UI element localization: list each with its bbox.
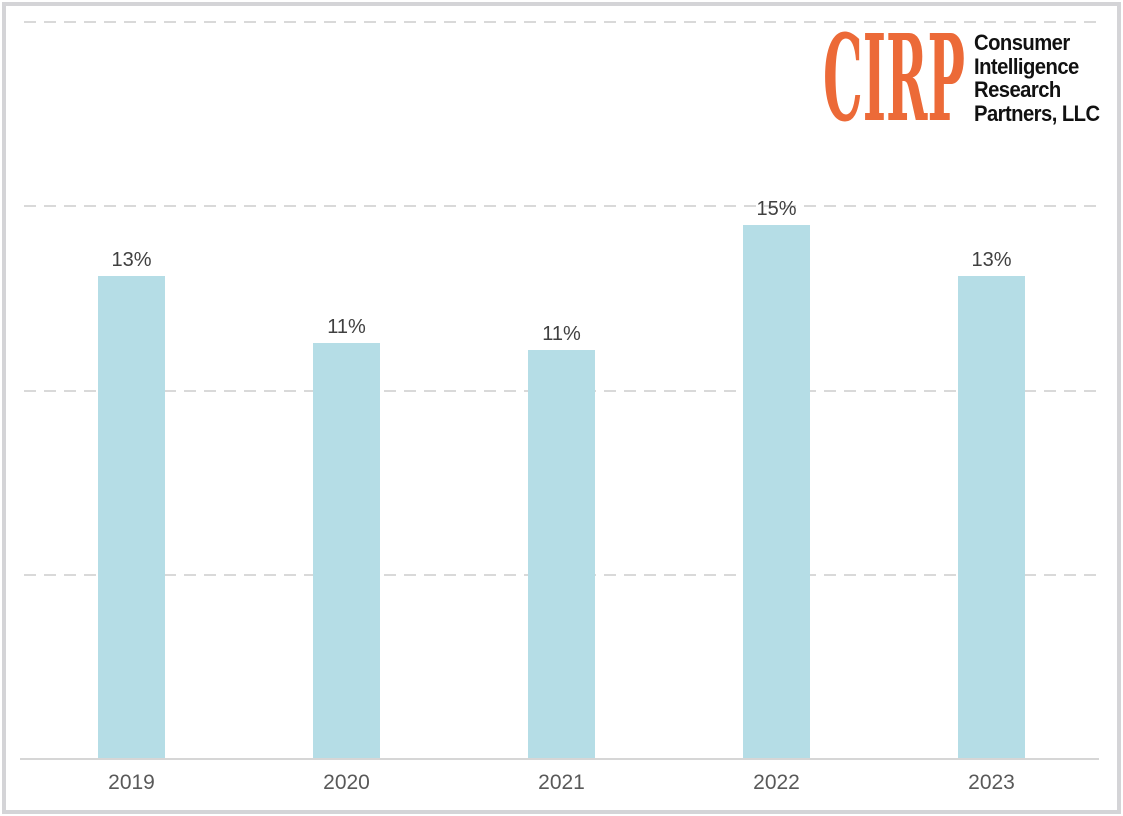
bar-slot-2019: 13% [24,22,239,759]
bar-slot-2022: 15% [669,22,884,759]
x-axis-label-2020: 2020 [323,771,370,794]
plot-area: 13% 11% 11% 15% 13% [20,21,1099,760]
data-label-2021: 11% [542,322,581,345]
gridline-20pct [24,21,1099,23]
data-label-2022: 15% [756,197,797,220]
data-label-2023: 13% [971,249,1012,272]
x-axis-label-2023: 2023 [968,771,1015,794]
x-axis-label-2022: 2022 [753,771,800,794]
cirp-logo: CIRP Consumer Intelligence Research Part… [823,31,1110,125]
gridline-15pct [24,205,1099,208]
bar-2023: 13% [958,249,1025,759]
bar-2021: 11% [528,323,595,759]
data-label-2019: 13% [111,249,152,272]
logo-text-line: Intelligence [973,53,1079,79]
bar-slot-2020: 11% [239,22,454,759]
x-axis-labels: 2019 2020 2021 2022 2023 [24,771,1099,795]
bar-2019: 13% [98,249,165,759]
logo-text-line: Consumer [973,30,1070,55]
bar-2022: 15% [743,198,810,759]
logo-text-line: Partners, LLC [973,100,1100,126]
cirp-logo-text: Consumer Intelligence Research Partners,… [974,31,1100,125]
cirp-logo-mark: CIRP [823,31,965,124]
cirp-logo-letters: CIRP [823,31,965,124]
bar-series: 13% 11% 11% 15% 13% [24,22,1099,759]
bar-slot-2021: 11% [454,22,669,759]
data-label-2020: 11% [327,315,366,338]
x-axis-line [20,758,1099,760]
logo-text-line: Research [973,77,1061,102]
x-axis-label-2019: 2019 [108,771,155,794]
bar-slot-2023: 13% [884,22,1099,759]
bar-2020: 11% [313,316,380,759]
x-axis-label-2021: 2021 [538,771,585,794]
